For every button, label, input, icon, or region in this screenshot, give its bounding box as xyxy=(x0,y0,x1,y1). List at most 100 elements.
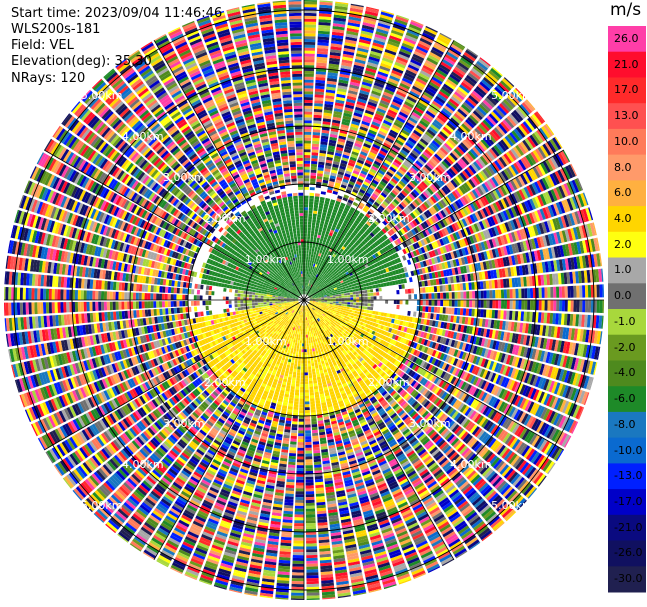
velocity-bin xyxy=(404,101,414,109)
velocity-bin xyxy=(524,300,528,310)
velocity-bin xyxy=(364,109,375,116)
velocity-bin xyxy=(445,292,449,299)
velocity-bin xyxy=(328,142,336,147)
velocity-bin xyxy=(377,283,382,288)
velocity-bin xyxy=(420,117,431,126)
velocity-bin xyxy=(439,285,443,292)
velocity-bin xyxy=(318,161,325,166)
velocity-bin xyxy=(376,135,385,142)
velocity-bin xyxy=(307,233,311,237)
velocity-bin xyxy=(335,200,341,205)
velocity-bin xyxy=(356,50,368,56)
velocity-bin xyxy=(400,108,410,116)
velocity-bin xyxy=(395,156,404,164)
velocity-bin xyxy=(341,297,345,300)
velocity-bin xyxy=(320,247,324,252)
velocity-bin xyxy=(304,88,314,92)
velocity-bin xyxy=(307,236,311,240)
velocity-bin xyxy=(334,105,344,110)
velocity-bin xyxy=(381,178,389,185)
velocity-bin xyxy=(564,286,568,298)
velocity-bin xyxy=(343,109,353,115)
velocity-bin xyxy=(347,304,351,307)
velocity-bin xyxy=(393,96,404,103)
velocity-bin xyxy=(310,166,317,171)
velocity-bin xyxy=(356,302,359,306)
velocity-bin xyxy=(310,288,313,291)
velocity-bin xyxy=(367,61,379,68)
velocity-bin xyxy=(350,153,358,159)
velocity-bin xyxy=(377,71,389,78)
velocity-bin xyxy=(305,279,307,283)
velocity-bin xyxy=(331,243,336,247)
velocity-bin xyxy=(333,108,343,113)
velocity-bin xyxy=(372,203,378,210)
velocity-bin xyxy=(379,14,393,21)
velocity-bin xyxy=(312,257,315,261)
velocity-bin xyxy=(328,207,333,212)
velocity-bin xyxy=(310,254,314,258)
velocity-bin xyxy=(343,50,355,56)
velocity-bin xyxy=(304,47,315,51)
velocity-bin xyxy=(332,296,336,299)
velocity-bin xyxy=(332,116,341,121)
velocity-bin xyxy=(373,36,386,43)
velocity-bin xyxy=(363,115,372,121)
velocity-bin xyxy=(381,145,390,152)
velocity-bin xyxy=(340,162,347,168)
velocity-bin xyxy=(319,4,333,9)
velocity-bin xyxy=(308,207,313,211)
velocity-bin xyxy=(486,290,490,299)
velocity-bin xyxy=(370,182,378,188)
velocity-bin xyxy=(308,290,311,293)
velocity-bin xyxy=(348,131,357,137)
velocity-bin xyxy=(334,152,342,157)
velocity-bin xyxy=(390,126,400,134)
velocity-bin xyxy=(339,248,344,253)
velocity-bin xyxy=(424,27,438,36)
velocity-bin xyxy=(579,300,583,313)
velocity-bin xyxy=(480,290,484,299)
velocity-bin xyxy=(407,119,417,127)
velocity-bin xyxy=(366,6,380,11)
velocity-bin xyxy=(305,285,307,289)
velocity-bin xyxy=(430,79,442,88)
velocity-bin xyxy=(377,196,384,203)
velocity-bin xyxy=(314,88,325,93)
velocity-bin xyxy=(370,307,374,311)
velocity-bin xyxy=(367,101,378,108)
velocity-bin xyxy=(342,209,348,215)
velocity-bin xyxy=(338,298,342,300)
velocity-bin xyxy=(394,158,402,166)
velocity-bin xyxy=(307,286,310,290)
velocity-bin xyxy=(366,156,374,163)
velocity-bin xyxy=(441,58,454,68)
velocity-bin xyxy=(338,135,347,140)
velocity-bin xyxy=(387,80,398,88)
velocity-bin xyxy=(348,309,353,313)
velocity-bin xyxy=(318,265,321,269)
velocity-bin xyxy=(392,67,404,74)
velocity-bin xyxy=(345,311,349,314)
velocity-bin xyxy=(304,210,308,214)
velocity-bin xyxy=(383,91,393,98)
velocity-bin xyxy=(424,112,434,121)
velocity-bin xyxy=(397,114,407,121)
velocity-bin xyxy=(310,287,313,291)
velocity-bin xyxy=(518,300,522,310)
velocity-bin xyxy=(449,73,461,83)
velocity-bin xyxy=(325,92,335,97)
velocity-bin xyxy=(354,285,358,289)
velocity-bin xyxy=(304,242,307,245)
velocity-bin xyxy=(440,292,444,299)
velocity-bin xyxy=(340,127,349,132)
velocity-bin xyxy=(380,125,390,132)
velocity-bin xyxy=(313,272,316,277)
velocity-bin xyxy=(339,129,348,135)
velocity-bin xyxy=(340,241,345,246)
velocity-bin xyxy=(321,300,325,302)
velocity-bin xyxy=(339,287,344,290)
velocity-bin xyxy=(427,84,438,93)
velocity-bin xyxy=(399,131,409,139)
velocity-bin xyxy=(389,180,397,187)
